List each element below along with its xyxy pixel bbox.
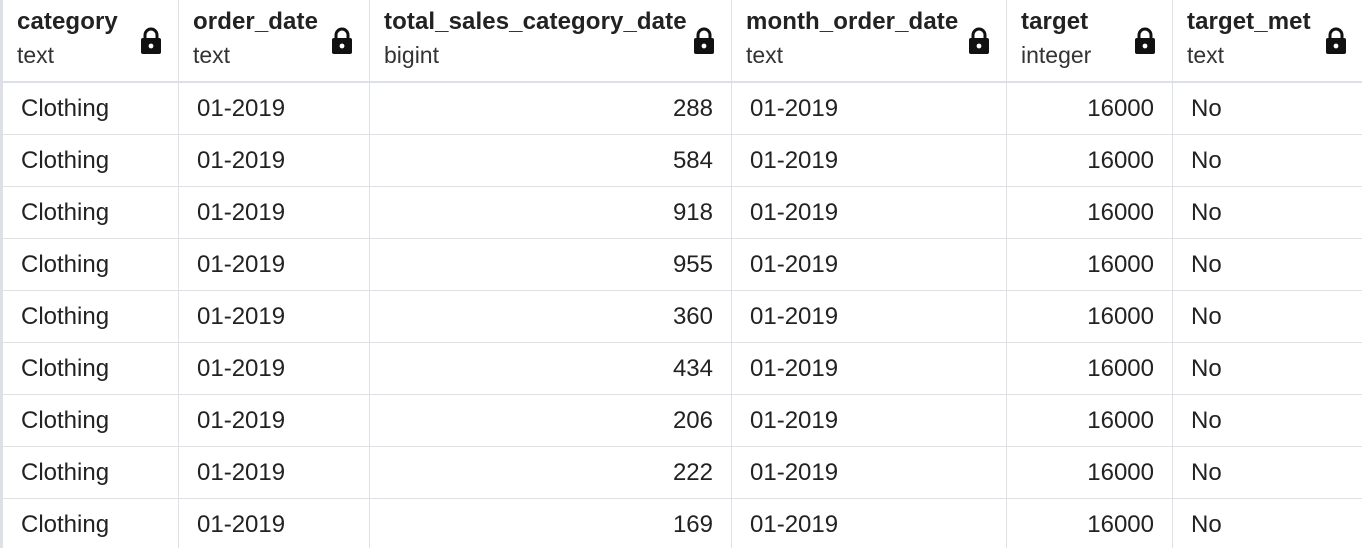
cell-target-met[interactable]: No bbox=[1172, 290, 1362, 343]
cell-target[interactable]: 16000 bbox=[1006, 342, 1173, 395]
cell-target[interactable]: 16000 bbox=[1006, 186, 1173, 239]
lock-icon bbox=[1134, 27, 1156, 55]
table-row[interactable]: Clothing 01-2019 206 01-2019 16000 No bbox=[0, 394, 1362, 447]
cell-order-date[interactable]: 01-2019 bbox=[178, 290, 370, 343]
cell-order-date[interactable]: 01-2019 bbox=[178, 342, 370, 395]
table-row[interactable]: Clothing 01-2019 955 01-2019 16000 No bbox=[0, 238, 1362, 291]
cell-target-met[interactable]: No bbox=[1172, 342, 1362, 395]
cell-month-order-date[interactable]: 01-2019 bbox=[731, 342, 1007, 395]
cell-target-met[interactable]: No bbox=[1172, 82, 1362, 135]
column-header-content: target integer bbox=[1007, 0, 1172, 81]
lock-icon bbox=[968, 27, 990, 55]
cell-month-order-date[interactable]: 01-2019 bbox=[731, 82, 1007, 135]
cell-target-met[interactable]: No bbox=[1172, 134, 1362, 187]
cell-order-date[interactable]: 01-2019 bbox=[178, 238, 370, 291]
table-body: Clothing 01-2019 288 01-2019 16000 No Clothing… bbox=[0, 82, 1362, 548]
column-header-content: category text bbox=[3, 0, 178, 81]
cell-total-sales-category-date[interactable]: 222 bbox=[369, 446, 732, 499]
cell-total-sales-category-date[interactable]: 169 bbox=[369, 498, 732, 548]
lock-icon bbox=[140, 27, 162, 55]
cell-month-order-date[interactable]: 01-2019 bbox=[731, 446, 1007, 499]
cell-target[interactable]: 16000 bbox=[1006, 394, 1173, 447]
table-row[interactable]: Clothing 01-2019 169 01-2019 16000 No bbox=[0, 498, 1362, 548]
table-row[interactable]: Clothing 01-2019 360 01-2019 16000 No bbox=[0, 290, 1362, 343]
column-name: target_met bbox=[1187, 8, 1311, 35]
column-header-target[interactable]: target integer bbox=[1006, 0, 1173, 83]
column-name: order_date bbox=[193, 8, 319, 35]
cell-order-date[interactable]: 01-2019 bbox=[178, 82, 370, 135]
column-type: text bbox=[17, 42, 55, 68]
table-row[interactable]: Clothing 01-2019 434 01-2019 16000 No bbox=[0, 342, 1362, 395]
cell-month-order-date[interactable]: 01-2019 bbox=[731, 394, 1007, 447]
cell-total-sales-category-date[interactable]: 955 bbox=[369, 238, 732, 291]
column-name: category bbox=[17, 8, 118, 35]
column-type: text bbox=[746, 42, 784, 68]
lock-icon bbox=[331, 27, 353, 55]
column-name: target bbox=[1021, 8, 1089, 35]
cell-target[interactable]: 16000 bbox=[1006, 82, 1173, 135]
cell-total-sales-category-date[interactable]: 360 bbox=[369, 290, 732, 343]
cell-total-sales-category-date[interactable]: 434 bbox=[369, 342, 732, 395]
cell-target-met[interactable]: No bbox=[1172, 186, 1362, 239]
cell-target[interactable]: 16000 bbox=[1006, 238, 1173, 291]
cell-month-order-date[interactable]: 01-2019 bbox=[731, 290, 1007, 343]
table-row[interactable]: Clothing 01-2019 918 01-2019 16000 No bbox=[0, 186, 1362, 239]
cell-target[interactable]: 16000 bbox=[1006, 446, 1173, 499]
lock-icon bbox=[1325, 27, 1347, 55]
cell-category[interactable]: Clothing bbox=[0, 290, 179, 343]
cell-total-sales-category-date[interactable]: 206 bbox=[369, 394, 732, 447]
cell-month-order-date[interactable]: 01-2019 bbox=[731, 134, 1007, 187]
cell-category[interactable]: Clothing bbox=[0, 394, 179, 447]
header-row: category text order_date text total_sales_ca… bbox=[0, 0, 1362, 83]
cell-category[interactable]: Clothing bbox=[0, 446, 179, 499]
cell-order-date[interactable]: 01-2019 bbox=[178, 134, 370, 187]
cell-order-date[interactable]: 01-2019 bbox=[178, 498, 370, 548]
cell-target-met[interactable]: No bbox=[1172, 498, 1362, 548]
cell-total-sales-category-date[interactable]: 918 bbox=[369, 186, 732, 239]
column-type: bigint bbox=[384, 42, 439, 68]
column-name: total_sales_category_date bbox=[384, 8, 687, 35]
cell-target-met[interactable]: No bbox=[1172, 394, 1362, 447]
cell-category[interactable]: Clothing bbox=[0, 186, 179, 239]
cell-target[interactable]: 16000 bbox=[1006, 134, 1173, 187]
table-row[interactable]: Clothing 01-2019 584 01-2019 16000 No bbox=[0, 134, 1362, 187]
cell-category[interactable]: Clothing bbox=[0, 498, 179, 548]
cell-category[interactable]: Clothing bbox=[0, 238, 179, 291]
cell-month-order-date[interactable]: 01-2019 bbox=[731, 238, 1007, 291]
cell-total-sales-category-date[interactable]: 584 bbox=[369, 134, 732, 187]
cell-order-date[interactable]: 01-2019 bbox=[178, 186, 370, 239]
cell-target-met[interactable]: No bbox=[1172, 238, 1362, 291]
table-row[interactable]: Clothing 01-2019 222 01-2019 16000 No bbox=[0, 446, 1362, 499]
cell-target-met[interactable]: No bbox=[1172, 446, 1362, 499]
lock-icon bbox=[693, 27, 715, 55]
column-type: integer bbox=[1021, 42, 1092, 68]
column-name: month_order_date bbox=[746, 8, 959, 35]
cell-order-date[interactable]: 01-2019 bbox=[178, 394, 370, 447]
cell-order-date[interactable]: 01-2019 bbox=[178, 446, 370, 499]
table-row[interactable]: Clothing 01-2019 288 01-2019 16000 No bbox=[0, 82, 1362, 135]
table-header: category text order_date text total_sales_ca… bbox=[0, 0, 1362, 83]
cell-target[interactable]: 16000 bbox=[1006, 498, 1173, 548]
column-header-category[interactable]: category text bbox=[0, 0, 179, 83]
cell-month-order-date[interactable]: 01-2019 bbox=[731, 186, 1007, 239]
cell-month-order-date[interactable]: 01-2019 bbox=[731, 498, 1007, 548]
cell-category[interactable]: Clothing bbox=[0, 342, 179, 395]
column-type: text bbox=[193, 42, 231, 68]
cell-total-sales-category-date[interactable]: 288 bbox=[369, 82, 732, 135]
cell-target[interactable]: 16000 bbox=[1006, 290, 1173, 343]
cell-category[interactable]: Clothing bbox=[0, 134, 179, 187]
column-type: text bbox=[1187, 42, 1225, 68]
cell-category[interactable]: Clothing bbox=[0, 82, 179, 135]
